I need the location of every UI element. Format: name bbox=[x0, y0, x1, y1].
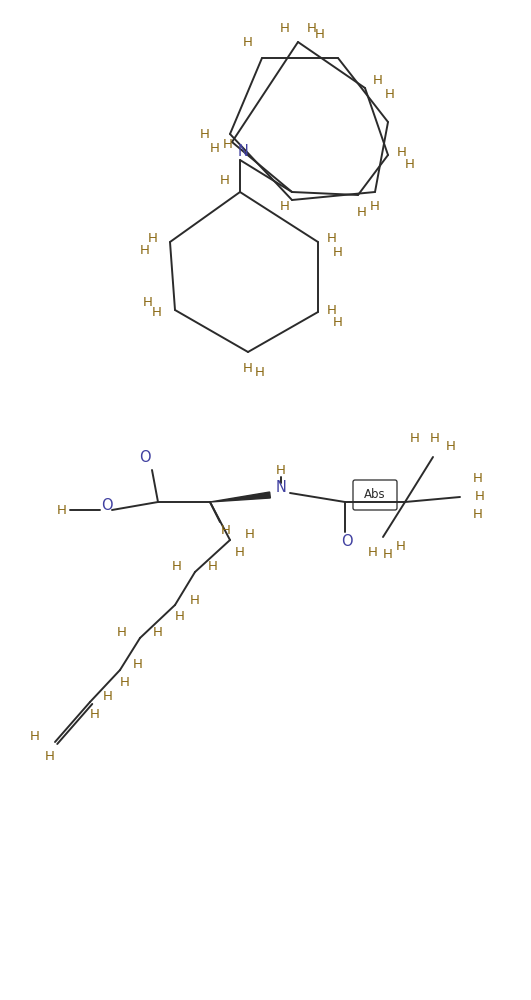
Text: O: O bbox=[101, 498, 113, 514]
Text: H: H bbox=[327, 232, 337, 244]
Text: H: H bbox=[152, 306, 162, 318]
Text: H: H bbox=[57, 504, 67, 516]
Text: H: H bbox=[357, 206, 367, 219]
Text: H: H bbox=[315, 28, 325, 41]
Text: H: H bbox=[103, 690, 113, 704]
Text: H: H bbox=[243, 361, 253, 374]
Text: H: H bbox=[373, 74, 383, 87]
Text: H: H bbox=[220, 174, 230, 186]
Text: H: H bbox=[117, 626, 127, 639]
Text: H: H bbox=[473, 508, 483, 522]
Text: H: H bbox=[410, 432, 420, 446]
Text: H: H bbox=[45, 750, 55, 762]
Text: H: H bbox=[143, 296, 153, 308]
Text: H: H bbox=[280, 21, 290, 34]
Text: H: H bbox=[210, 141, 220, 154]
Text: H: H bbox=[396, 540, 406, 554]
Text: H: H bbox=[430, 432, 440, 446]
Text: H: H bbox=[255, 366, 265, 379]
Text: H: H bbox=[307, 21, 317, 34]
Text: O: O bbox=[139, 450, 151, 466]
Text: H: H bbox=[172, 560, 182, 572]
Text: N: N bbox=[276, 480, 286, 494]
Text: H: H bbox=[370, 200, 380, 214]
Text: H: H bbox=[223, 137, 233, 150]
Text: H: H bbox=[327, 304, 337, 316]
Text: H: H bbox=[333, 245, 343, 258]
Text: H: H bbox=[333, 316, 343, 328]
Text: H: H bbox=[446, 440, 456, 454]
Text: H: H bbox=[153, 626, 163, 639]
Text: H: H bbox=[405, 158, 415, 172]
Text: O: O bbox=[341, 534, 353, 550]
Text: H: H bbox=[473, 473, 483, 486]
Text: H: H bbox=[221, 524, 231, 536]
Text: H: H bbox=[397, 145, 407, 158]
Text: H: H bbox=[208, 560, 218, 572]
Text: H: H bbox=[383, 548, 393, 562]
Text: H: H bbox=[385, 89, 395, 102]
Text: H: H bbox=[243, 35, 253, 48]
Text: H: H bbox=[133, 658, 143, 672]
Text: H: H bbox=[280, 200, 290, 214]
Text: H: H bbox=[200, 128, 210, 141]
Text: H: H bbox=[245, 528, 255, 542]
Text: H: H bbox=[90, 708, 100, 720]
Text: H: H bbox=[235, 546, 245, 558]
Text: H: H bbox=[175, 610, 185, 624]
Text: H: H bbox=[276, 464, 286, 477]
Text: H: H bbox=[140, 243, 150, 256]
FancyBboxPatch shape bbox=[353, 480, 397, 510]
Text: H: H bbox=[475, 490, 485, 504]
Text: H: H bbox=[190, 593, 200, 606]
Text: Abs: Abs bbox=[364, 488, 386, 502]
Text: N: N bbox=[237, 144, 249, 159]
Text: H: H bbox=[120, 676, 130, 688]
Polygon shape bbox=[210, 492, 270, 502]
Text: H: H bbox=[148, 232, 158, 244]
Text: H: H bbox=[368, 546, 378, 558]
Text: H: H bbox=[30, 730, 40, 744]
